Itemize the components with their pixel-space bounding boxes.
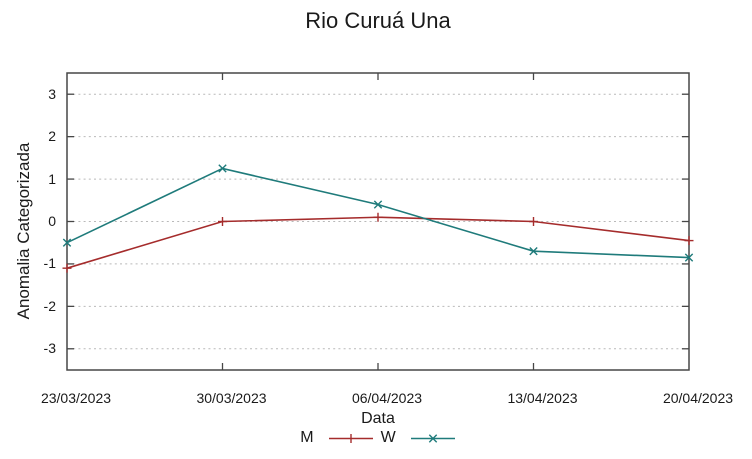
series-marker-cross-icon <box>62 238 72 247</box>
series-marker-cross-icon <box>529 247 538 256</box>
x-tick-label: 13/04/2023 <box>507 390 578 406</box>
y-tick-label: 0 <box>48 213 56 229</box>
legend-label-m: M <box>300 429 314 446</box>
x-axis-label: Data <box>361 410 395 427</box>
series-marker-cross-icon <box>684 253 694 262</box>
x-tick-label: 30/03/2023 <box>196 390 267 406</box>
y-tick-label: -2 <box>43 297 56 314</box>
y-tick-label: 2 <box>48 128 56 145</box>
chart-title: Rio Curuá Una <box>305 8 451 33</box>
series-marker-cross-icon <box>373 200 383 209</box>
x-tick-label: 23/03/2023 <box>40 390 112 406</box>
x-tick-label: 06/04/2023 <box>351 390 423 406</box>
y-tick-label: 1 <box>48 170 56 187</box>
x-tick-label: 20/04/2023 <box>662 390 734 406</box>
legend-sample-m-plus-icon <box>328 433 373 443</box>
legend-label-w: W <box>380 429 396 446</box>
legend: M W <box>67 428 689 448</box>
y-tick-label: -3 <box>43 340 56 357</box>
legend-sample-w-cross-icon <box>410 433 455 443</box>
y-tick-label: -1 <box>43 255 56 272</box>
series-marker-cross-icon <box>218 164 227 173</box>
legend-sample-line <box>428 433 437 443</box>
y-tick-label: 3 <box>48 85 56 102</box>
series-line-M <box>66 216 690 269</box>
